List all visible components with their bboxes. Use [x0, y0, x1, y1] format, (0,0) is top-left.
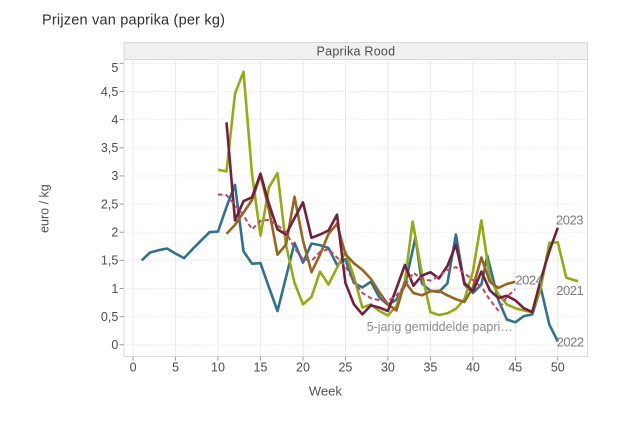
svg-text:0: 0 [111, 338, 118, 352]
svg-text:Week: Week [309, 384, 342, 399]
svg-text:50: 50 [551, 361, 565, 375]
svg-text:2024: 2024 [515, 272, 543, 287]
svg-text:0,5: 0,5 [101, 310, 118, 324]
svg-text:5: 5 [111, 61, 118, 75]
svg-text:30: 30 [381, 361, 395, 375]
svg-text:25: 25 [338, 361, 352, 375]
svg-text:2,5: 2,5 [101, 197, 118, 211]
svg-text:5-jarig gemiddelde papri…: 5-jarig gemiddelde papri… [367, 320, 513, 334]
svg-text:2023: 2023 [556, 213, 584, 228]
svg-text:1: 1 [111, 282, 118, 296]
svg-text:4,5: 4,5 [101, 85, 118, 99]
svg-text:15: 15 [254, 361, 268, 375]
svg-text:45: 45 [508, 361, 522, 375]
svg-text:euro / kg: euro / kg [38, 184, 52, 233]
svg-text:4: 4 [111, 113, 118, 127]
svg-text:2021: 2021 [556, 283, 584, 298]
svg-text:3: 3 [111, 169, 118, 183]
svg-text:20: 20 [296, 361, 310, 375]
svg-text:40: 40 [466, 361, 480, 375]
svg-text:2022: 2022 [557, 334, 585, 349]
svg-text:0: 0 [130, 361, 137, 375]
svg-text:Paprika Rood: Paprika Rood [317, 45, 396, 59]
svg-text:10: 10 [211, 361, 225, 375]
svg-text:35: 35 [423, 361, 437, 375]
svg-text:3,5: 3,5 [101, 141, 118, 155]
svg-text:Prijzen van paprika (per kg): Prijzen van paprika (per kg) [42, 13, 225, 29]
svg-text:2: 2 [111, 226, 118, 240]
svg-text:1,5: 1,5 [101, 254, 118, 268]
svg-text:5: 5 [172, 361, 179, 375]
